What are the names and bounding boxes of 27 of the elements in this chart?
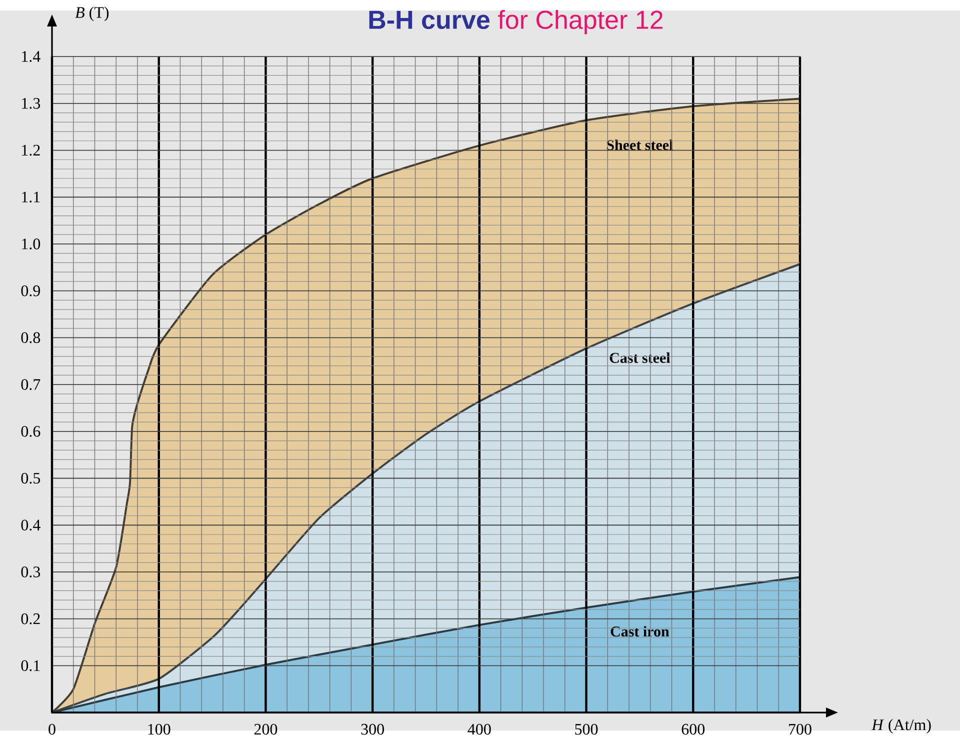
x-tick-label: 0 [48, 724, 56, 735]
series-label: Cast iron [610, 626, 670, 636]
y-tick-label: 0.9 [21, 285, 40, 296]
x-tick-label: 100 [148, 724, 170, 735]
y-tick-label: 0.3 [21, 566, 40, 578]
y-tick-label: 1.2 [22, 144, 40, 156]
y-tick-label: 1.3 [22, 98, 40, 109]
y-tick-label: 0.6 [21, 426, 40, 437]
y-tick-label: 1.1 [22, 192, 40, 202]
series-label: Cast steel [610, 352, 670, 363]
x-tick-label: 200 [254, 724, 278, 735]
y-tick-label: 1.0 [22, 238, 40, 250]
y-tick-label: 1.4 [22, 50, 40, 62]
y-axis-title: B (T) [75, 6, 109, 21]
x-tick-label: 600 [682, 724, 705, 735]
x-tick-label: 300 [361, 724, 384, 735]
y-tick-label: 0.4 [21, 520, 40, 530]
y-tick-label: 0.1 [21, 660, 40, 671]
x-axis-title: H (At/m) [872, 718, 931, 734]
chart-title: B-H curve for Chapter 12 [369, 10, 663, 34]
y-tick-label: 0.5 [21, 472, 40, 484]
y-tick-label: 0.2 [21, 613, 40, 624]
x-tick-label: 700 [789, 724, 812, 735]
y-tick-label: 0.8 [21, 332, 40, 343]
y-tick-label: 0.7 [21, 378, 40, 390]
x-tick-label: 500 [575, 724, 598, 735]
x-tick-label: 400 [468, 724, 491, 735]
